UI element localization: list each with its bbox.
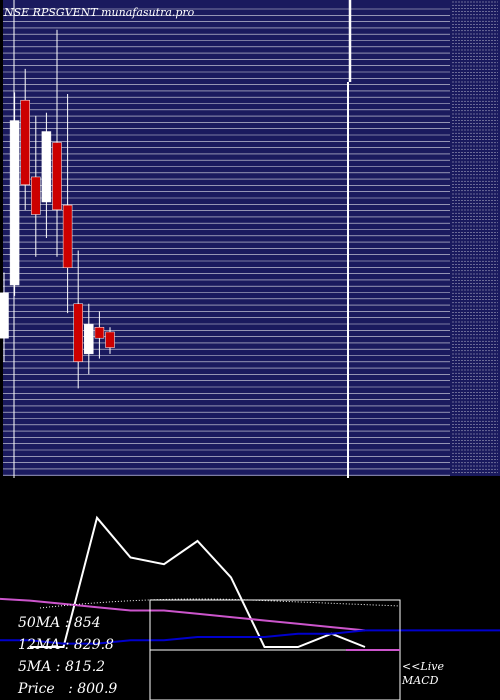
candle-body	[20, 99, 30, 186]
chart-title: NSE RPSGVENT munafasutra.pro	[3, 6, 195, 19]
candle-body	[94, 327, 105, 339]
candle-body	[105, 331, 115, 348]
candle-body	[9, 120, 20, 286]
signal-line	[0, 597, 366, 632]
price-panel-background	[3, 0, 450, 476]
price-label: Price : 800.9	[18, 681, 118, 697]
candle-body	[84, 323, 94, 355]
ma5-label: 5MA : 815.2	[18, 659, 106, 675]
live-link[interactable]: <<Live	[402, 660, 444, 673]
candle-body	[31, 176, 41, 215]
candle-body	[41, 131, 52, 203]
price-scale-strip	[450, 0, 500, 476]
macd-line	[30, 515, 366, 648]
ma12-label: 12MA : 829.8	[18, 637, 114, 653]
macd-panel-background	[0, 478, 500, 700]
candle-body	[52, 142, 62, 211]
ma50-label: 50MA : 854	[18, 615, 101, 631]
histogram-line	[0, 629, 500, 645]
live-macd-label[interactable]: <<Live MACD	[402, 660, 444, 688]
candle-body	[73, 303, 83, 362]
candle-body	[0, 292, 9, 339]
macd-link[interactable]: MACD	[402, 674, 439, 687]
moving-average-legend: 50MA : 854 12MA : 829.8 5MA : 815.2 Pric…	[0, 600, 150, 700]
candle-body	[62, 204, 73, 269]
